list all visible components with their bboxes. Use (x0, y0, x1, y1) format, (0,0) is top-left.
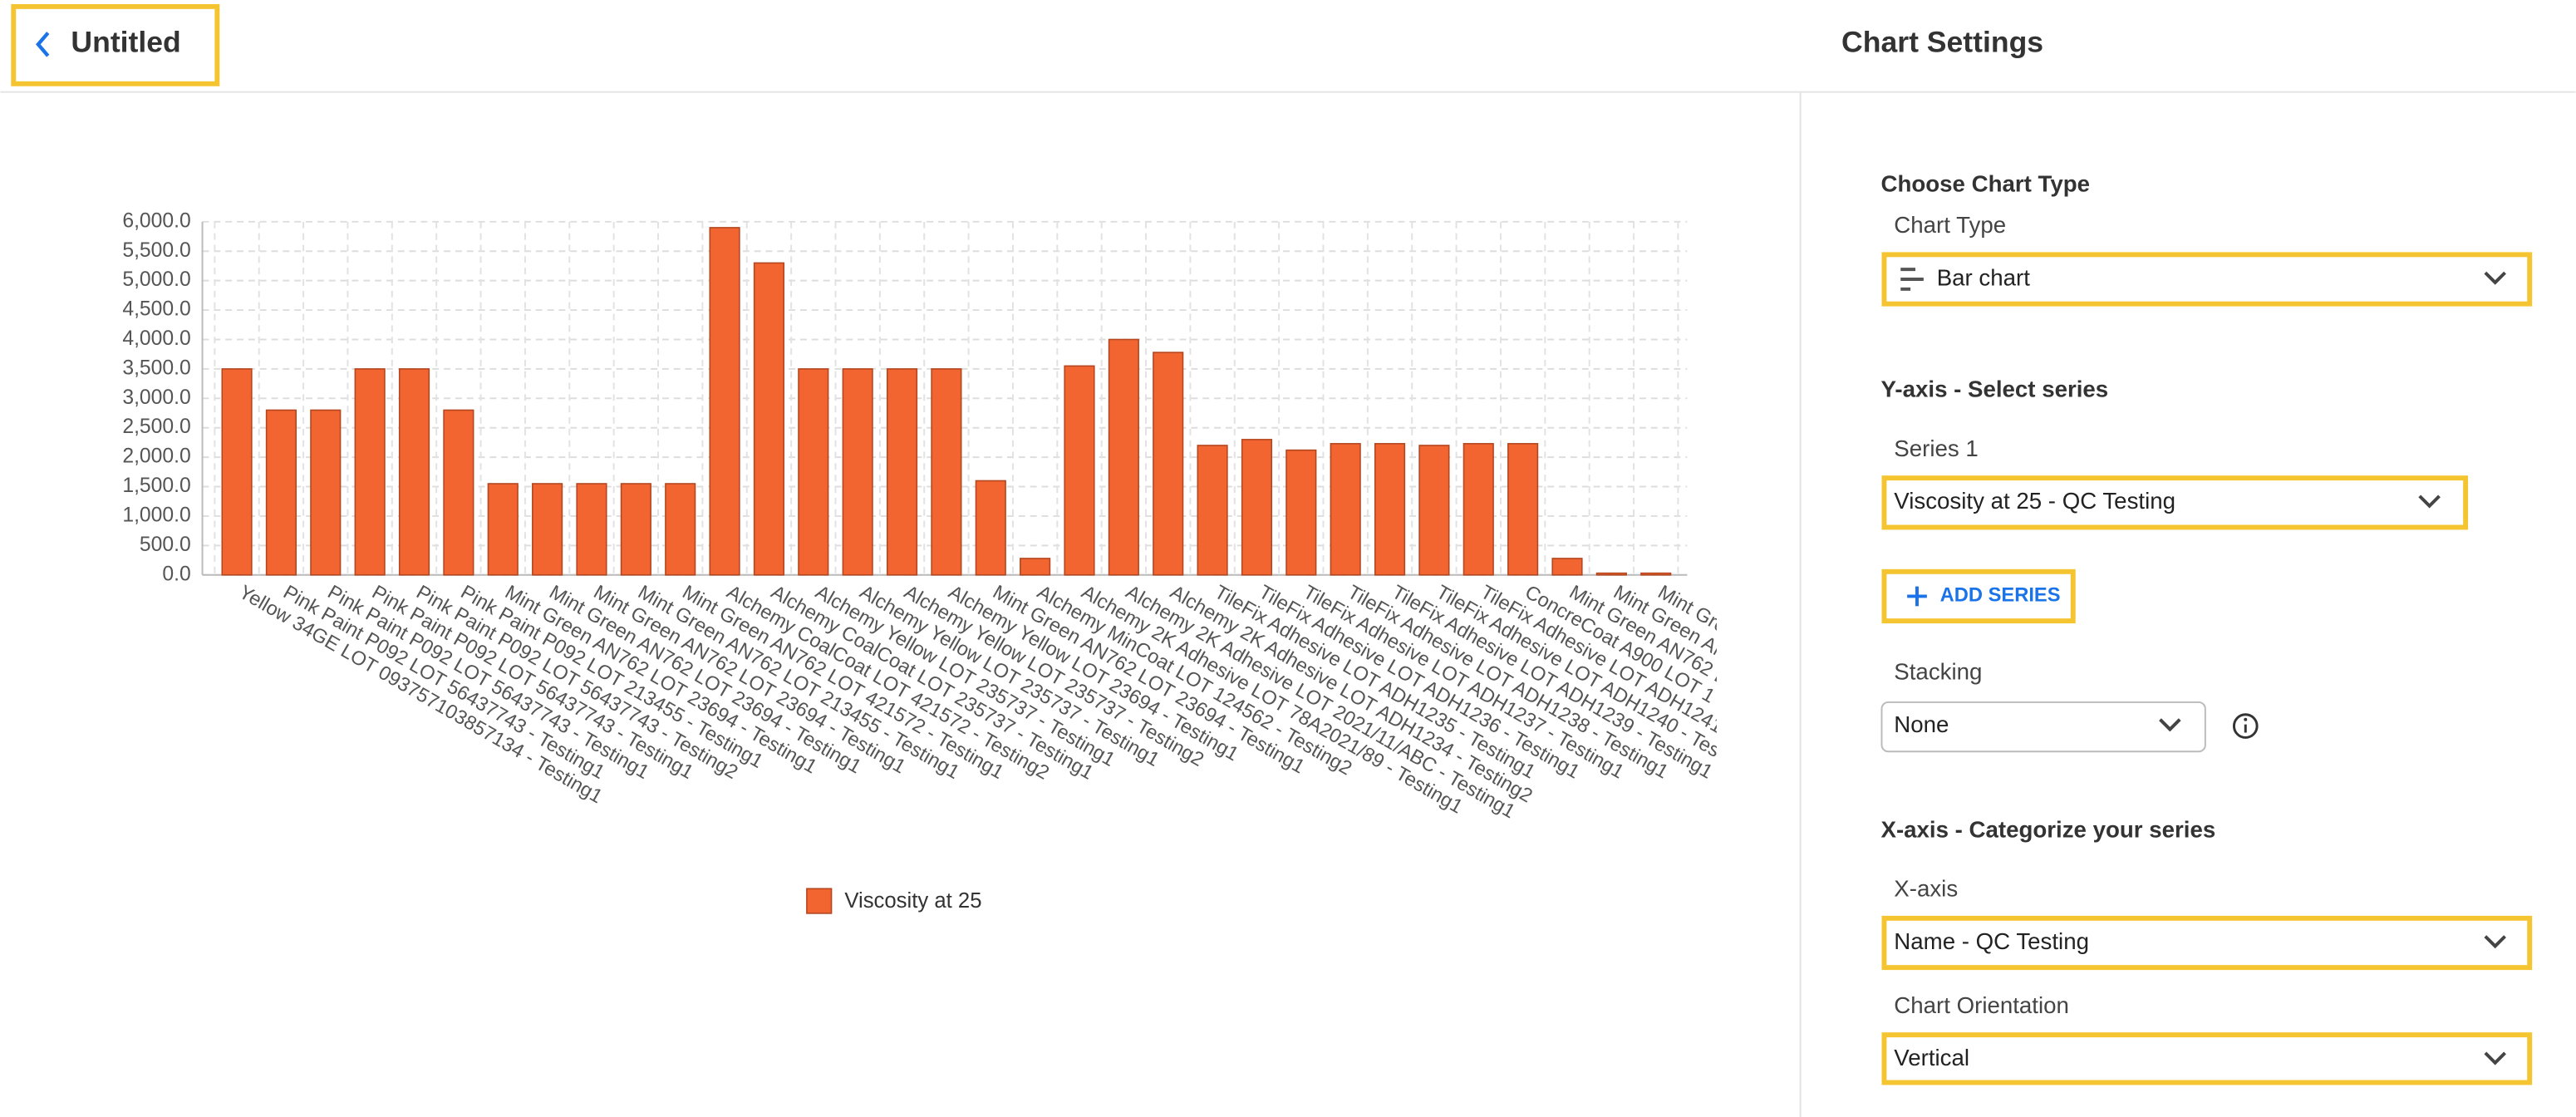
settings-title: Chart Settings (1841, 26, 2043, 59)
field-label: Chart Type (1894, 212, 2006, 238)
bar (886, 368, 918, 576)
bar (576, 483, 607, 576)
bar (975, 480, 1006, 576)
dropdown[interactable] (1881, 252, 2533, 307)
bar (1020, 558, 1051, 576)
bar (753, 262, 785, 576)
bar (1640, 572, 1672, 576)
highlight (11, 3, 220, 86)
y-tick-label: 3,000.0 (122, 386, 190, 409)
chevron (2159, 718, 2181, 732)
category-labels: Yellow 34GE LOT 093757103857134 - Testin… (235, 582, 1717, 824)
bar (1197, 445, 1228, 576)
bar (1507, 443, 1539, 576)
y-tick-label: 1,500.0 (122, 475, 190, 497)
bar-icon (1900, 268, 1924, 291)
bar (532, 483, 563, 576)
legend-label: Viscosity at 25 (844, 889, 981, 913)
dropdown-value: Bar chart (1937, 264, 2031, 290)
bar (931, 368, 962, 576)
dropdown-value: Vertical (1894, 1045, 1969, 1070)
field-label: Stacking (1894, 659, 1982, 685)
bar (1418, 445, 1450, 576)
dropdown-value: Name - QC Testing (1894, 928, 2089, 954)
bar (1374, 443, 1406, 576)
y-tick-label: 2,500.0 (122, 416, 190, 438)
dropdown[interactable] (1881, 915, 2533, 971)
field-label: Series 1 (1894, 435, 1978, 461)
bar (709, 227, 740, 576)
y-tick-label: 5,500.0 (122, 239, 190, 262)
y-tick-label: 3,500.0 (122, 357, 190, 379)
bar (1330, 443, 1361, 576)
y-tick-label: 4,000.0 (122, 327, 190, 350)
dropdown-value: None (1894, 711, 1949, 737)
chevron (2484, 1051, 2506, 1065)
chevron (2484, 271, 2506, 285)
bar (265, 409, 297, 576)
bar (1064, 365, 1095, 576)
y-tick-label: 1,000.0 (122, 504, 190, 526)
y-tick-label: 500.0 (140, 534, 191, 556)
button-label: ADD SERIES (1940, 585, 2061, 607)
bar (487, 483, 519, 576)
field-label: Chart Orientation (1894, 992, 2069, 1018)
bar (1241, 439, 1273, 576)
section-heading: Choose Chart Type (1881, 171, 2091, 197)
page-title: Untitled (71, 26, 180, 59)
chevron (2418, 495, 2441, 509)
bar (1286, 449, 1317, 576)
bar (443, 409, 474, 576)
bar (1551, 558, 1583, 576)
bar (842, 368, 873, 576)
info-icon[interactable] (2232, 713, 2259, 739)
section-heading: X-axis - Categorize your series (1881, 816, 2216, 842)
dropdown[interactable] (1880, 701, 2206, 753)
bar (1463, 443, 1494, 576)
back-icon[interactable] (36, 32, 50, 57)
bar (354, 368, 386, 576)
dropdown[interactable] (1881, 1032, 2533, 1085)
legend-swatch (806, 888, 833, 914)
dropdown-value: Viscosity at 25 - QC Testing (1894, 488, 2175, 514)
field-label: X-axis (1894, 876, 1958, 902)
section-heading: Y-axis - Select series (1881, 376, 2109, 402)
dropdown[interactable] (1881, 475, 2469, 530)
chevron (2484, 935, 2506, 949)
chart: 0.0 500.0 1,000.0 1,500.0 2,000.0 2,500.0 3,00… (122, 209, 1688, 914)
y-tick-label: 4,500.0 (122, 298, 190, 321)
bar (1108, 338, 1139, 576)
bar (221, 368, 253, 576)
bar (620, 483, 651, 576)
y-tick-label: 5,000.0 (122, 268, 190, 291)
bar (798, 368, 829, 576)
bar (310, 409, 342, 576)
plus-icon (1907, 586, 1927, 607)
bar (398, 368, 430, 576)
y-tick-label: 0.0 (162, 563, 190, 585)
bar (665, 483, 696, 576)
y-tick-label: 6,000.0 (122, 209, 190, 232)
y-tick-label: 2,000.0 (122, 445, 190, 468)
bar (1595, 572, 1627, 576)
bar (1153, 352, 1184, 576)
